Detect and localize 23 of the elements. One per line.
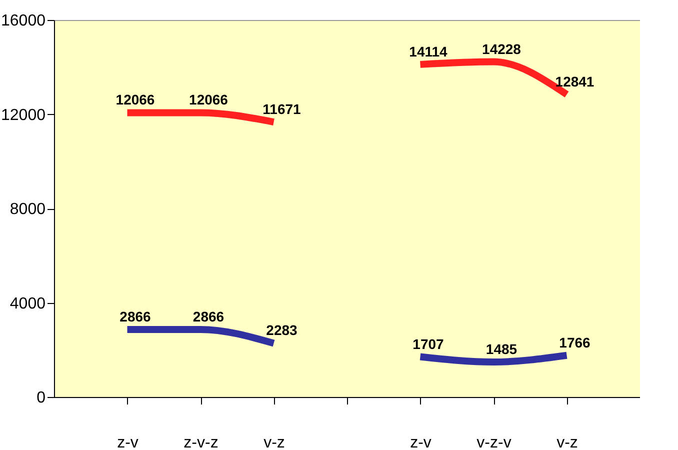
x-tick-label: z-v-z xyxy=(184,434,218,450)
y-tick-label: 8000 xyxy=(10,201,46,218)
x-tick-label: v-z xyxy=(556,434,578,450)
x-tick-label: v-z-v xyxy=(476,434,512,450)
data-label: 14228 xyxy=(482,40,522,57)
data-label: 14114 xyxy=(409,43,448,60)
data-label: 12841 xyxy=(555,73,594,90)
data-label: 12066 xyxy=(189,92,228,108)
x-tick-label: v-z xyxy=(264,434,285,450)
y-tick-label: 12000 xyxy=(1,106,46,124)
x-tick-label: z-v xyxy=(117,434,138,450)
data-label: 1485 xyxy=(486,341,518,358)
data-label: 2866 xyxy=(192,308,224,324)
data-label: 1766 xyxy=(559,334,591,350)
data-label: 2866 xyxy=(120,308,152,324)
y-tick-label: 0 xyxy=(36,390,46,406)
data-label: 1707 xyxy=(412,336,444,352)
data-label: 12066 xyxy=(116,92,155,108)
x-tick-label: z-v xyxy=(410,434,432,450)
data-label: 2283 xyxy=(266,322,298,338)
y-tick-label: 4000 xyxy=(10,295,46,312)
y-tick-label: 16000 xyxy=(1,12,46,30)
data-label: 11671 xyxy=(262,101,302,117)
